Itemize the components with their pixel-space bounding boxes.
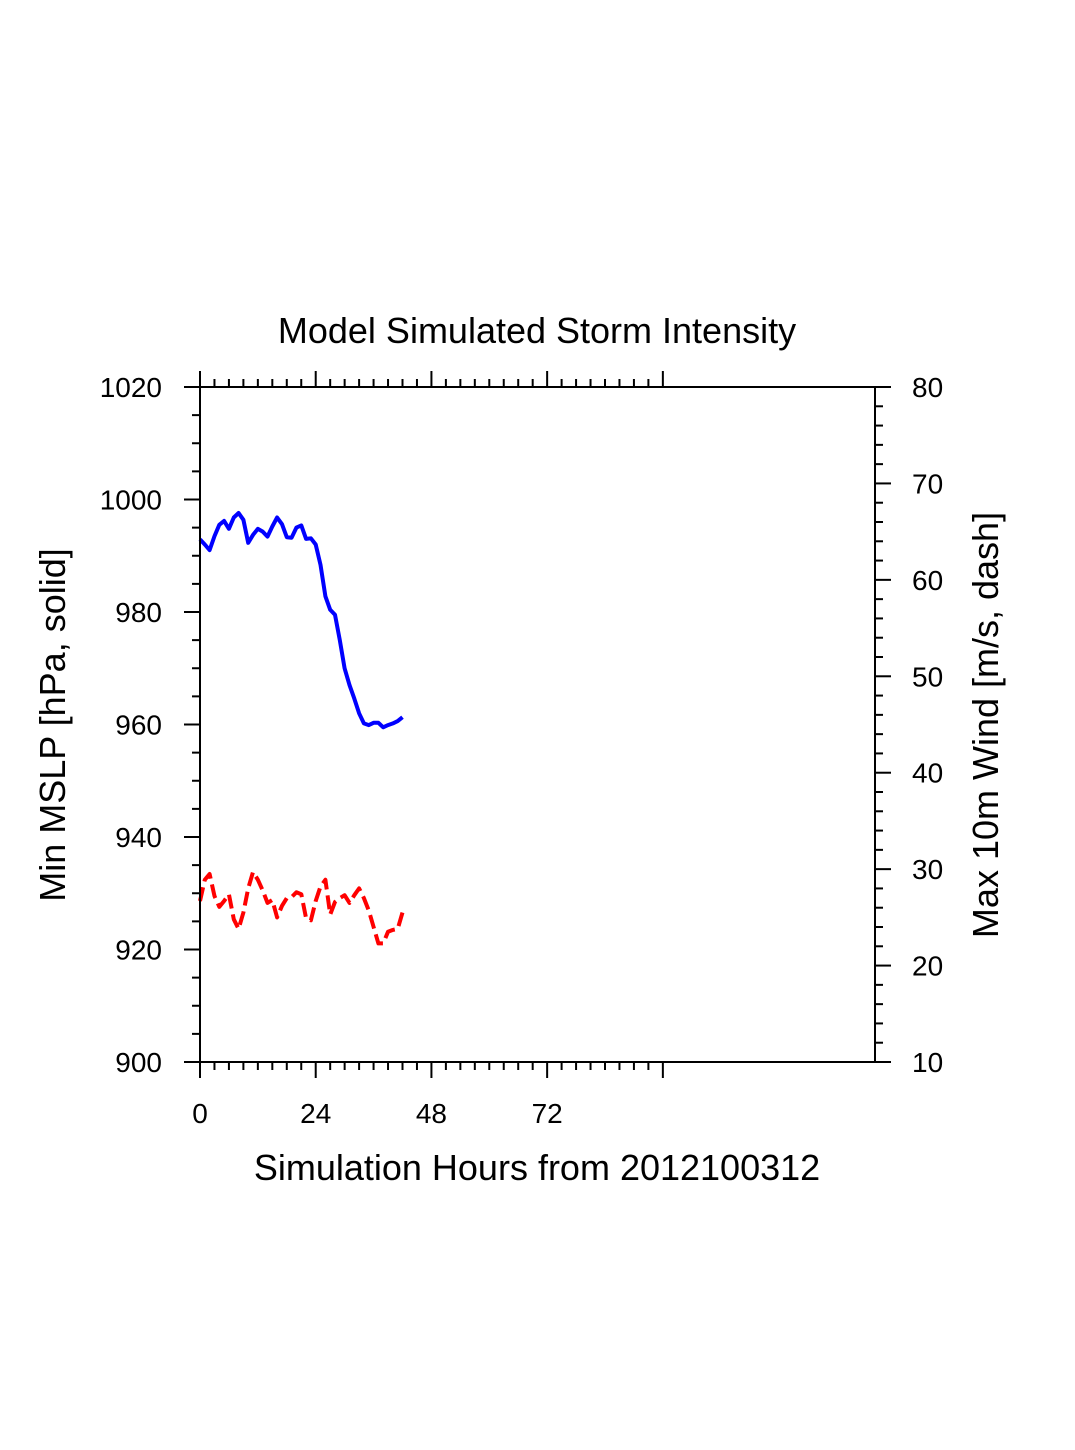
- left-y-tick-label: 920: [115, 935, 162, 966]
- tick-labels: 0 24 48 72900920940960980100010201020304050…: [100, 372, 943, 1129]
- axis-ticks: [184, 371, 891, 1078]
- mslp-series-line: [198, 511, 404, 730]
- right-y-tick-label: 70: [912, 468, 943, 499]
- left-y-tick-label: 1020: [100, 372, 162, 403]
- right-y-axis-label: Max 10m Wind [m/s, dash]: [965, 512, 1006, 938]
- left-y-tick-label: 900: [115, 1047, 162, 1078]
- plot-frame: [199, 386, 876, 1063]
- right-y-tick-label: 80: [912, 372, 943, 403]
- right-y-tick-label: 10: [912, 1047, 943, 1078]
- right-y-tick-label: 30: [912, 854, 943, 885]
- x-tick-label: 24: [300, 1098, 331, 1129]
- left-y-tick-label: 980: [115, 597, 162, 628]
- chart-title: Model Simulated Storm Intensity: [278, 310, 796, 351]
- left-y-tick-label: 1000: [100, 485, 162, 516]
- x-tick-label: 48: [416, 1098, 447, 1129]
- x-tick-label: 0: [192, 1098, 208, 1129]
- data-series: [198, 511, 405, 946]
- right-y-tick-label: 40: [912, 758, 943, 789]
- left-y-tick-label: 960: [115, 710, 162, 741]
- right-y-tick-label: 60: [912, 565, 943, 596]
- x-tick-label: 72: [532, 1098, 563, 1129]
- right-y-tick-label: 20: [912, 951, 943, 982]
- wind-series-line: [198, 870, 405, 946]
- left-y-tick-label: 940: [115, 822, 162, 853]
- right-y-tick-label: 50: [912, 661, 943, 692]
- x-axis-label: Simulation Hours from 2012100312: [254, 1147, 820, 1188]
- left-y-axis-label: Min MSLP [hPa, solid]: [32, 548, 73, 902]
